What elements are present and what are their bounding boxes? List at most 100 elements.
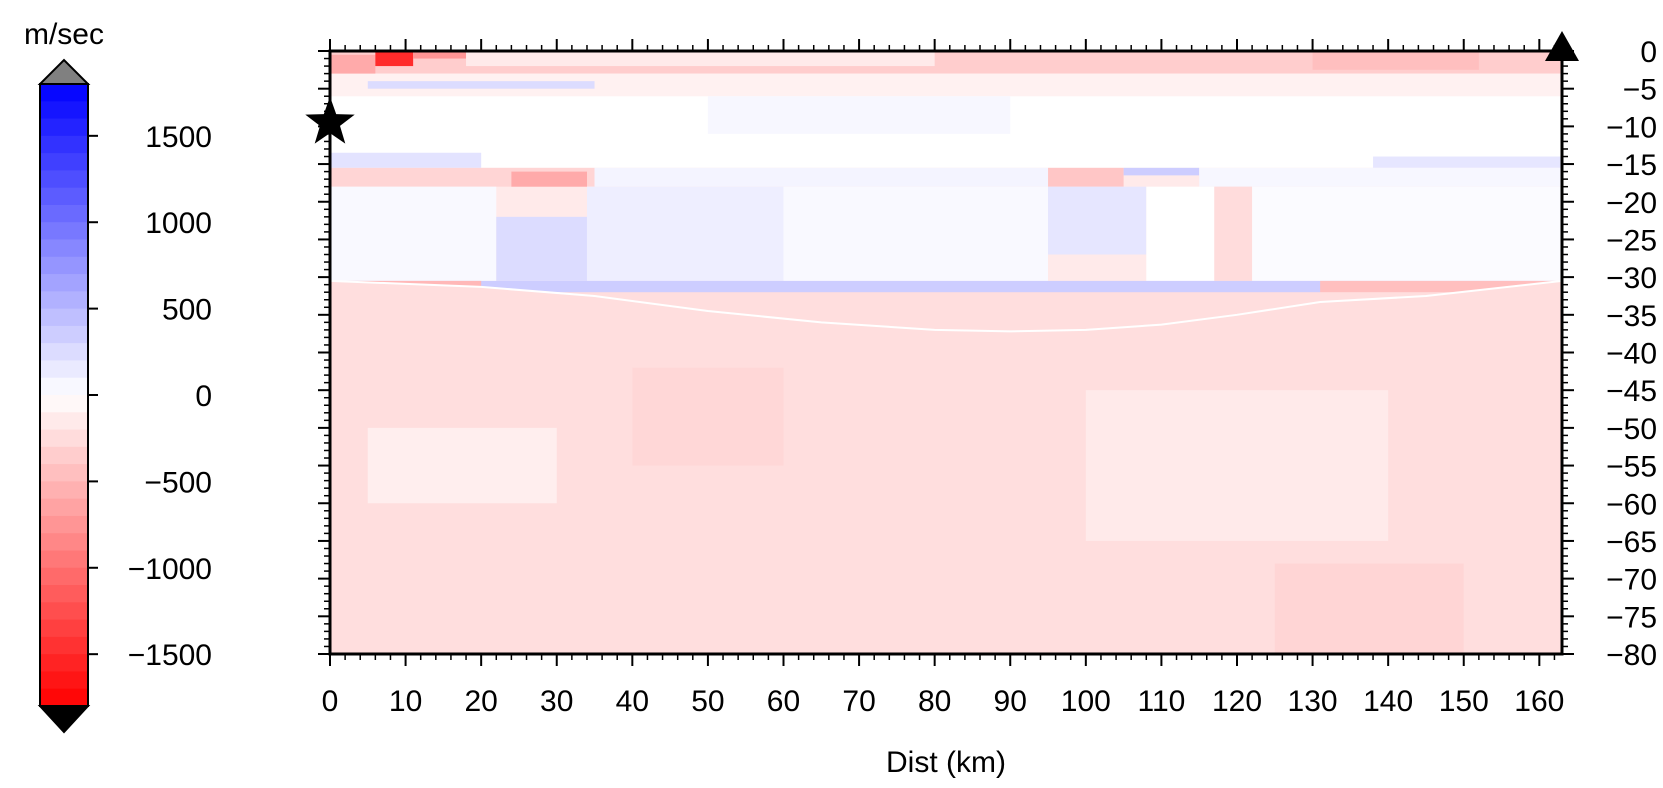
heatmap-cell (586, 186, 784, 281)
colorbar-tick-label: −1000 (128, 553, 212, 586)
x-axis: 0 10 20 30 40 50 60 70 80 90 100 110 120 130 140 150 160 (322, 39, 1564, 718)
heatmap-cell (1274, 563, 1464, 654)
colorbar-band (40, 464, 88, 482)
colorbar-under-triangle (37, 705, 91, 734)
colorbar-band (40, 446, 88, 465)
colorbar-band (40, 135, 88, 154)
x-tick-label: 10 (389, 685, 422, 718)
colorbar-band (40, 515, 88, 534)
heatmap-cell (1085, 390, 1389, 541)
y-tick-label: −65 (1606, 526, 1657, 559)
y-axis: 0 −5 −10 −15 −20 −25 −30 −35 −40 −45 −50 −55 −60 −65 −… (318, 36, 1657, 672)
y-tick-label: −75 (1606, 601, 1657, 634)
heatmap-cell (1199, 167, 1562, 187)
triangle-marker (1545, 31, 1579, 61)
colorbar-tick-label: −500 (144, 466, 212, 499)
heatmap-cell (1214, 186, 1253, 281)
y-tick-label: −20 (1606, 187, 1657, 220)
colorbar-ticks: 1500 1000 500 0 −500 −1000 −1500 (88, 121, 212, 672)
colorbar-band (40, 585, 88, 603)
colorbar-band (40, 550, 88, 569)
heatmap-cell (1048, 167, 1124, 187)
colorbar-band (40, 567, 88, 586)
colorbar: m/sec 1500 1000 500 0 −500 −1000 −1500 (24, 18, 212, 734)
colorbar-band (40, 274, 88, 292)
colorbar-tick-label: 1000 (145, 207, 212, 240)
y-tick-label: −35 (1606, 300, 1657, 333)
colorbar-band (40, 360, 88, 379)
heatmap-cell (1312, 51, 1479, 70)
x-tick-label: 110 (1137, 685, 1185, 718)
y-tick-label: −45 (1606, 375, 1657, 408)
y-tick-label: −80 (1606, 639, 1657, 672)
colorbar-band (40, 187, 88, 206)
y-tick-label: −5 (1623, 74, 1657, 107)
colorbar-color-scale (40, 84, 88, 707)
colorbar-band (40, 619, 88, 638)
heatmap-cell (1146, 186, 1215, 281)
x-tick-label: 140 (1363, 685, 1413, 718)
colorbar-band (40, 395, 88, 413)
y-tick-label: 0 (1640, 36, 1657, 69)
y-tick-label: −25 (1606, 224, 1657, 257)
x-axis-title: Dist (km) (886, 746, 1006, 779)
x-tick-label: 90 (994, 685, 1027, 718)
x-tick-label: 50 (691, 685, 724, 718)
colorbar-band (40, 84, 88, 102)
moho-boundary (329, 279, 1563, 333)
x-tick-label: 60 (767, 685, 800, 718)
heatmap-cell (367, 427, 557, 504)
y-tick-label: −55 (1606, 451, 1657, 484)
heatmap-cell (496, 216, 587, 281)
y-tick-label: −40 (1606, 338, 1657, 371)
heatmap-cell (375, 51, 414, 67)
colorbar-band (40, 688, 88, 707)
heatmap-cell (466, 51, 935, 67)
colorbar-band (40, 343, 88, 362)
y-tick-label: −30 (1606, 262, 1657, 295)
colorbar-band (40, 118, 88, 137)
colorbar-tick-label: 0 (195, 380, 212, 413)
heatmap-cell (783, 186, 1049, 281)
colorbar-band (40, 153, 88, 171)
heatmap-cell (330, 152, 482, 168)
y-tick-label: −10 (1606, 111, 1657, 144)
colorbar-band (40, 325, 88, 344)
markers (305, 31, 1579, 144)
y-tick-label: −60 (1606, 488, 1657, 521)
colorbar-band (40, 654, 88, 673)
heatmap-cell (330, 186, 497, 281)
colorbar-band (40, 377, 88, 396)
x-tick-label: 0 (322, 685, 339, 718)
colorbar-band (40, 636, 88, 655)
colorbar-band (40, 481, 88, 500)
colorbar-unit-label: m/sec (24, 18, 104, 51)
x-tick-label: 70 (842, 685, 875, 718)
y-tick-label: −70 (1606, 564, 1657, 597)
colorbar-band (40, 291, 88, 310)
colorbar-band (40, 222, 88, 241)
colorbar-over-triangle (37, 58, 91, 85)
heatmap-cell (1252, 186, 1562, 281)
colorbar-band (40, 671, 88, 690)
heatmap-cell (1373, 156, 1562, 168)
colorbar-band (40, 498, 88, 517)
colorbar-tick-label: 1500 (145, 121, 212, 154)
x-tick-label: 130 (1288, 685, 1338, 718)
velocity-perturbation-field (330, 51, 1562, 654)
x-tick-label: 40 (616, 685, 649, 718)
colorbar-band (40, 429, 88, 448)
colorbar-band (40, 308, 88, 327)
x-tick-label: 20 (464, 685, 497, 718)
y-tick-label: −50 (1606, 413, 1657, 446)
colorbar-band (40, 204, 88, 223)
colorbar-band (40, 170, 88, 189)
heatmap-cell (330, 73, 1562, 97)
heatmap-cell (511, 171, 587, 187)
colorbar-band (40, 412, 88, 431)
heatmap-cell (594, 167, 1049, 187)
x-tick-label: 30 (540, 685, 573, 718)
heatmap-cell (413, 51, 467, 59)
colorbar-band (40, 101, 88, 120)
